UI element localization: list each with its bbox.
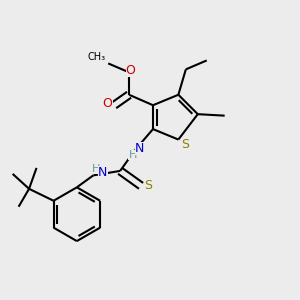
Text: N: N [135,142,145,155]
Text: CH₃: CH₃ [88,52,106,62]
Text: S: S [181,138,189,152]
Text: H: H [128,150,137,161]
Text: O: O [126,64,136,77]
Text: O: O [103,97,112,110]
Text: S: S [145,179,152,192]
Text: H: H [92,164,100,174]
Text: N: N [98,167,107,179]
